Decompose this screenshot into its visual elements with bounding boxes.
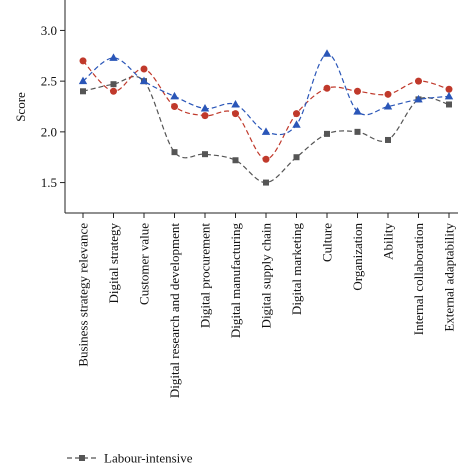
data-point <box>202 151 208 158</box>
data-point <box>444 91 454 100</box>
series-lines <box>82 53 450 184</box>
x-tick-label: Digital manufacturing <box>228 223 243 339</box>
data-point <box>262 155 270 163</box>
x-tick-label: Internal collaboration <box>411 223 426 336</box>
data-point <box>353 107 362 115</box>
data-point <box>263 179 269 186</box>
series-line-2 <box>82 53 450 136</box>
data-point <box>78 76 88 85</box>
y-tick-label: 2.5 <box>41 74 57 89</box>
data-point <box>80 88 86 95</box>
x-tick-label: Digital marketing <box>289 223 304 316</box>
legend-marker <box>79 455 85 461</box>
y-axis-ticks: 1.5 2.0 2.5 3.0 <box>41 23 65 190</box>
y-tick-label: 1.5 <box>41 175 57 190</box>
data-point <box>354 128 361 135</box>
data-point <box>171 103 178 110</box>
data-point <box>322 49 332 57</box>
data-point <box>385 136 391 143</box>
data-point <box>323 84 331 92</box>
data-point <box>293 154 300 161</box>
legend-label: Labour-intensive <box>104 451 193 466</box>
data-point <box>292 120 301 128</box>
data-point <box>171 149 178 156</box>
data-point <box>231 99 240 108</box>
data-point <box>170 91 179 100</box>
y-tick-label: 2.0 <box>41 124 57 139</box>
data-point <box>354 87 361 95</box>
data-point <box>445 85 453 93</box>
series-line-1 <box>82 60 450 160</box>
x-tick-label: Customer value <box>137 223 152 305</box>
data-point <box>293 110 300 118</box>
x-tick-label: Digital procurement <box>198 223 213 328</box>
y-tick-label: 3.0 <box>41 23 57 38</box>
data-point <box>140 65 148 73</box>
x-tick-label: Organization <box>350 223 365 291</box>
data-point <box>232 110 239 118</box>
data-point <box>384 90 392 98</box>
x-tick-label: Digital research and development <box>167 223 182 398</box>
x-tick-label: External adaptability <box>442 223 457 332</box>
x-tick-label: Business strategy relevance <box>76 223 91 367</box>
data-point <box>446 101 452 108</box>
x-tick-label: Digital supply chain <box>259 223 274 329</box>
data-point <box>139 76 149 85</box>
x-tick-label: Digital strategy <box>106 223 121 304</box>
legend: Labour-intensive <box>67 451 193 466</box>
series-markers <box>78 49 454 186</box>
data-point <box>200 104 210 112</box>
data-point <box>261 127 271 135</box>
y-axis-title: Score <box>13 92 28 122</box>
data-point <box>383 102 393 110</box>
data-point <box>415 77 422 85</box>
x-axis-ticks: Business strategy relevance Digital strat… <box>76 213 457 398</box>
data-point <box>110 81 117 88</box>
data-point <box>79 57 87 65</box>
data-point <box>110 87 117 95</box>
data-point <box>232 157 239 164</box>
data-point <box>414 94 423 103</box>
data-point <box>109 53 118 61</box>
x-tick-label: Culture <box>320 223 335 262</box>
data-point <box>324 130 330 137</box>
data-point <box>201 112 209 120</box>
x-tick-label: Ability <box>381 223 396 260</box>
